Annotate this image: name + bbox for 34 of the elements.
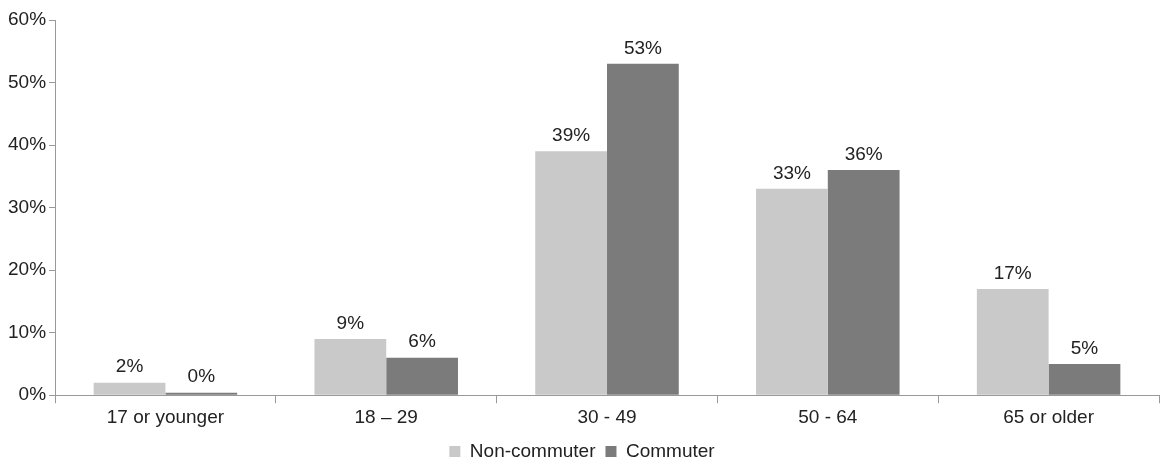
bar (535, 151, 608, 395)
x-tick-label: 17 or younger (106, 405, 225, 427)
y-tick-label: 10% (8, 320, 47, 342)
x-tick-label: 65 or older (1003, 405, 1095, 427)
data-label: 36% (844, 142, 883, 164)
bar (386, 357, 458, 395)
y-tick-label: 20% (8, 258, 47, 280)
bar (1048, 363, 1121, 395)
x-tick-label: 18 – 29 (354, 405, 418, 427)
data-label: 39% (552, 124, 591, 146)
data-label: 9% (336, 311, 365, 333)
legend-label: Non-commuter (469, 439, 597, 461)
data-label: 0% (187, 365, 216, 387)
y-tick-label: 40% (8, 133, 47, 155)
y-tick-label: 50% (8, 70, 47, 92)
x-tick-label: 50 - 64 (798, 405, 858, 427)
data-label: 33% (772, 161, 812, 183)
data-label: 53% (623, 36, 663, 58)
bar (165, 392, 238, 395)
bar (314, 338, 387, 395)
data-label: 6% (408, 330, 436, 352)
bar (756, 188, 828, 395)
bar (827, 170, 900, 395)
y-tick-label: 60% (8, 8, 47, 30)
bar (607, 63, 679, 395)
legend-label: Commuter (625, 439, 716, 461)
y-tick-label: 0% (18, 383, 47, 405)
data-label: 5% (1070, 336, 1099, 358)
x-tick-label: 30 - 49 (577, 405, 637, 427)
y-tick-label: 30% (8, 195, 47, 217)
data-label: 17% (993, 261, 1032, 283)
bar (93, 382, 166, 395)
data-label: 2% (115, 355, 144, 377)
bar (976, 288, 1049, 395)
